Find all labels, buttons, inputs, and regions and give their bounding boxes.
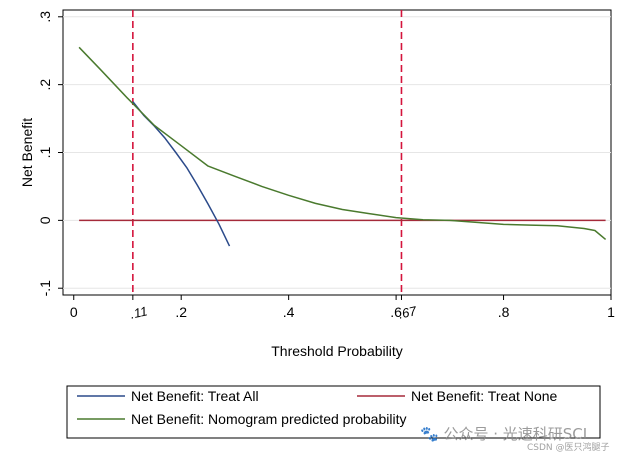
x-tick-label-5: 1 (607, 304, 615, 320)
y-tick-label-0: -.1 (37, 280, 53, 297)
y-axis-label: Net Benefit (19, 118, 35, 187)
x-tick-label-3: .6 (390, 304, 402, 320)
y-tick-label-4: .3 (37, 11, 53, 23)
y-tick-label-3: .2 (37, 79, 53, 91)
watermark-credit: CSDN @医只鸿腿子 (527, 443, 610, 453)
reference-label-0: .11 (129, 303, 149, 321)
reference-label-1: .67 (397, 303, 419, 322)
x-tick-label-1: .2 (175, 304, 187, 320)
x-axis-label: Threshold Probability (271, 343, 403, 359)
series-group (78, 46, 607, 247)
y-tick-label-2: .1 (37, 146, 53, 158)
legend-label-nomogram: Net Benefit: Nomogram predicted probabil… (131, 411, 406, 427)
legend-label-treat-all: Net Benefit: Treat All (131, 388, 259, 404)
legend-label-treat-none: Net Benefit: Treat None (411, 388, 558, 404)
x-tick-label-0: 0 (70, 304, 78, 320)
axes: -.1 0 .1 .2 .3 0 .2 .4 .6 .8 1 .11 .67 (37, 11, 615, 322)
series-nomogram (78, 46, 607, 240)
legend-box (66, 385, 601, 439)
legend: Net Benefit: Treat All Net Benefit: Trea… (66, 385, 601, 439)
y-tick-label-1: 0 (37, 216, 53, 224)
x-tick-label-4: .8 (498, 304, 510, 320)
x-tick-label-2: .4 (283, 304, 295, 320)
reference-lines (132, 10, 403, 295)
watermark-text: 🐾 公众号 · 光速科研SCI (420, 425, 588, 443)
